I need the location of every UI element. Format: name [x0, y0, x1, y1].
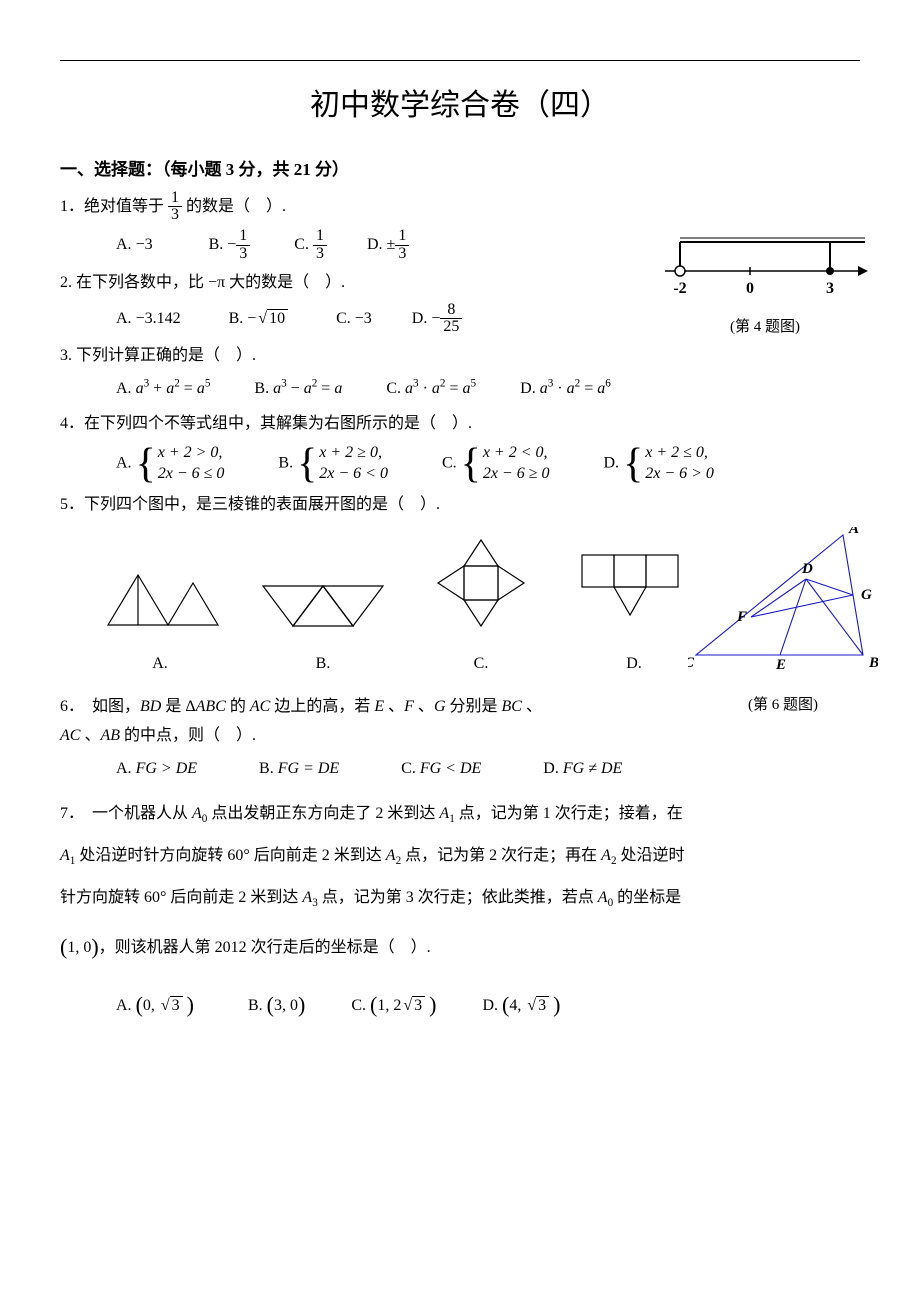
q5-shape-D: D. [574, 543, 694, 679]
fig6-caption: (第 6 题图) [688, 692, 878, 719]
net-D-svg [574, 543, 694, 633]
q1-stem-pre: 1．绝对值等于 [60, 198, 164, 215]
q5-shape-A: A. [100, 563, 220, 679]
svg-text:D: D [801, 561, 813, 577]
svg-text:E: E [775, 657, 786, 673]
q4-options: A. {x + 2 > 0,2x − 6 ≤ 0 B. {x + 2 ≥ 0,2… [60, 443, 860, 485]
q1-frac: 1 3 [168, 190, 182, 225]
top-rule [60, 60, 860, 61]
question-7: 7． 一个机器人从 A0 点出发朝正东方向走了 2 米到达 A1 点，记为第 1… [60, 793, 860, 975]
svg-text:G: G [861, 587, 872, 603]
q2-stem: 2. 在下列各数中，比 −π 大的数是（ ）. [60, 274, 345, 291]
triangle-svg: A B C D E F G [688, 527, 878, 677]
question-2: 2. 在下列各数中，比 −π 大的数是（ ）. [60, 269, 860, 298]
net-A-svg [100, 563, 220, 633]
q3-stem: 3. 下列计算正确的是（ ）. [60, 347, 256, 364]
q1-stem-post: 的数是（ ）. [186, 198, 286, 215]
q5-stem: 5．下列四个图中，是三棱锥的表面展开图的是（ ）. [60, 496, 440, 513]
q6-options: A. FG > DE B. FG = DE C. FG < DE D. FG ≠… [60, 755, 860, 784]
question-6: 6． 如图，BD 是 ΔABC 的 AC 边上的高，若 E 、F 、G 分别是 … [60, 693, 640, 751]
net-C-svg [426, 533, 536, 633]
svg-text:B: B [868, 655, 878, 671]
question-4: 4．在下列四个不等式组中，其解集为右图所示的是（ ）. [60, 410, 860, 439]
q5-shape-B: B. [258, 578, 388, 679]
q4-stem: 4．在下列四个不等式组中，其解集为右图所示的是（ ）. [60, 415, 472, 432]
page-title: 初中数学综合卷（四） [60, 79, 860, 133]
question-5: 5．下列四个图中，是三棱锥的表面展开图的是（ ）. [60, 491, 860, 520]
net-B-svg [258, 578, 388, 633]
svg-text:C: C [688, 655, 695, 671]
q3-options: A. a3 + a2 = a5 B. a3 − a2 = a C. a3 · a… [60, 375, 860, 404]
q5-shape-C: C. [426, 533, 536, 679]
question-1: 1．绝对值等于 1 3 的数是（ ）. [60, 190, 860, 225]
svg-text:F: F [736, 609, 747, 625]
question-3: 3. 下列计算正确的是（ ）. [60, 342, 860, 371]
svg-text:A: A [848, 527, 859, 537]
fig4-caption: (第 4 题图) [660, 314, 870, 341]
figure-q6: A B C D E F G (第 6 题图) [688, 527, 878, 719]
section-1-header: 一、选择题：（每小题 3 分，共 21 分） [60, 155, 860, 186]
q7-options: A. (0, 3 ) B. (3, 0) C. (1, 23 ) D. (4, … [60, 985, 860, 1025]
